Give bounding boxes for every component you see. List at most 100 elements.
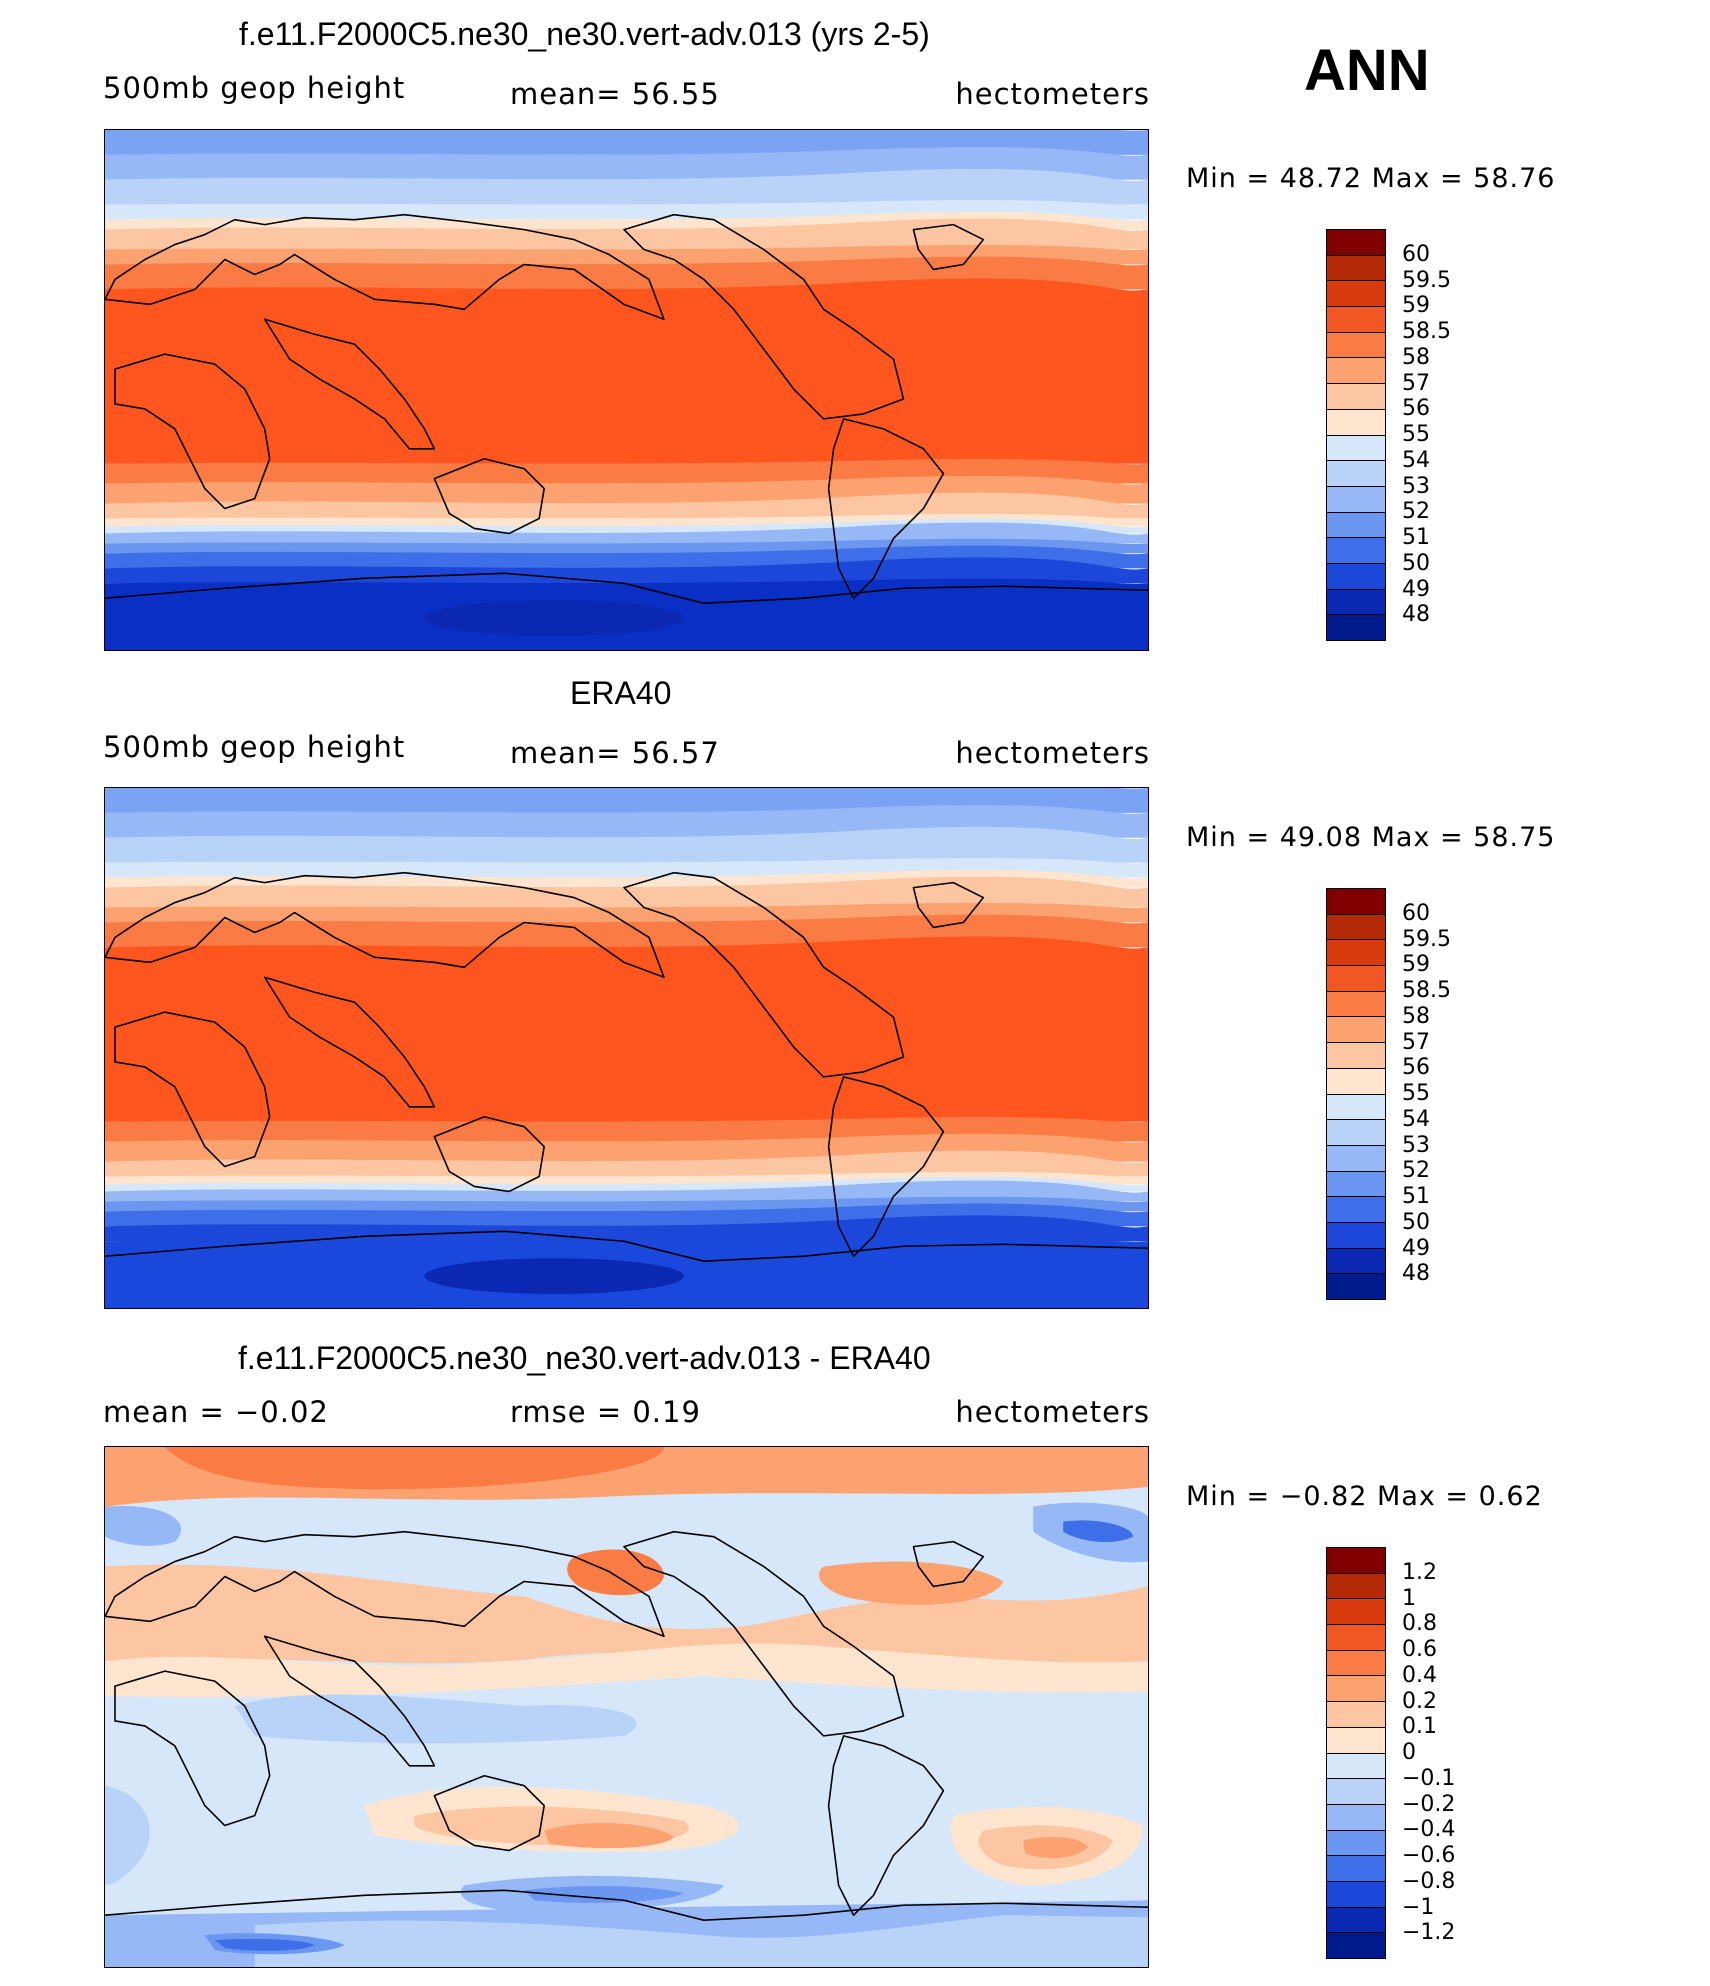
colorbar-label: 54: [1402, 447, 1430, 473]
colorbar-swatch: [1327, 461, 1385, 487]
colorbar-label: 0.2: [1402, 1688, 1437, 1714]
colorbar-label: 52: [1402, 1158, 1430, 1184]
coastline: [433, 1774, 545, 1852]
colorbar-swatch: [1327, 1043, 1385, 1069]
colorbar-label: 0.4: [1402, 1662, 1437, 1688]
colorbar-label: −0.2: [1402, 1791, 1456, 1817]
contour-band: [424, 600, 684, 637]
coastline: [105, 1230, 1148, 1262]
panel-2-colorbar-labels: 60 59.5 59 58.5 58 57 56 55 54 53 52 51 50 49 48: [1402, 888, 1512, 1300]
contour-band: [1023, 1836, 1089, 1859]
panel-1-title: f.e11.F2000C5.ne30_ne30.vert-adv.013 (yr…: [239, 16, 930, 52]
panel-2-title: ERA40: [570, 675, 672, 711]
colorbar-label: 58: [1402, 1003, 1430, 1029]
coastline: [105, 213, 665, 321]
colorbar-label: 60: [1402, 241, 1430, 267]
colorbar-label: 48: [1402, 602, 1430, 628]
panel-1-map: [104, 129, 1149, 651]
colorbar-label: 0.8: [1402, 1611, 1437, 1637]
contour-band: [105, 788, 1148, 813]
colorbar-swatch: [1327, 1145, 1385, 1172]
colorbar-label: 50: [1402, 1209, 1430, 1235]
contour-band: [105, 936, 1148, 1122]
panel-1-units-label: hectometers: [955, 77, 1150, 111]
colorbar-label: 58.5: [1402, 978, 1451, 1003]
coastline: [623, 1530, 905, 1737]
colorbar-swatch: [1327, 1779, 1385, 1805]
contour-band: [105, 522, 1148, 544]
panel-2-map: [104, 787, 1149, 1309]
colorbar-swatch: [1327, 1248, 1385, 1275]
contour-band: [105, 1505, 182, 1546]
coastline: [433, 1115, 545, 1193]
colorbar-swatch: [1327, 332, 1385, 359]
colorbar-label: 49: [1402, 576, 1430, 602]
coastline: [263, 976, 436, 1108]
contour-band: [105, 492, 1148, 519]
coastline: [433, 457, 545, 535]
colorbar-label: 51: [1402, 525, 1430, 550]
coastline: [827, 418, 945, 599]
contour-band: [254, 1915, 1148, 1967]
contour-band: [567, 1549, 664, 1596]
colorbar-label: −0.1: [1402, 1765, 1456, 1791]
colorbar-swatch: [1327, 1120, 1385, 1146]
colorbar-swatch: [1327, 1856, 1385, 1882]
panel-2-units-label: hectometers: [955, 736, 1150, 770]
colorbar-swatch: [1327, 435, 1385, 462]
colorbar-swatch: [1327, 966, 1385, 992]
colorbar-swatch: [1327, 230, 1385, 256]
colorbar-swatch: [1327, 1548, 1385, 1574]
colorbar-label: 52: [1402, 499, 1430, 525]
colorbar-swatch: [1327, 940, 1385, 967]
coastline: [827, 1076, 945, 1257]
colorbar-label: 0.1: [1402, 1714, 1437, 1740]
colorbar-label: 59.5: [1402, 926, 1451, 952]
colorbar-swatch: [1327, 1881, 1385, 1908]
contour-band: [105, 130, 1148, 155]
coastline: [105, 1530, 665, 1638]
colorbar-swatch: [1327, 486, 1385, 513]
colorbar-label: 50: [1402, 550, 1430, 576]
colorbar-label: 56: [1402, 396, 1430, 422]
colorbar-swatch: [1327, 1933, 1385, 1958]
colorbar-swatch: [1327, 1702, 1385, 1728]
colorbar-swatch: [1327, 1753, 1385, 1780]
coastline: [912, 1540, 985, 1588]
panel-2-colorbar: [1326, 888, 1386, 1300]
coastline: [263, 1635, 436, 1767]
contour-band: [105, 1564, 1148, 1679]
colorbar-label: 55: [1402, 422, 1430, 447]
colorbar-label: 54: [1402, 1106, 1430, 1132]
contour-band: [1063, 1520, 1134, 1543]
colorbar-swatch: [1327, 1197, 1385, 1223]
contour-band: [105, 1785, 150, 1886]
colorbar-swatch: [1327, 307, 1385, 333]
panel-2-minmax: Min = 49.08 Max = 58.75: [1186, 822, 1556, 853]
colorbar-label: 56: [1402, 1055, 1430, 1081]
contour-band: [105, 278, 1148, 464]
colorbar-swatch: [1327, 1804, 1385, 1831]
colorbar-label: 55: [1402, 1081, 1430, 1106]
colorbar-swatch: [1327, 358, 1385, 385]
colorbar-label: 58: [1402, 344, 1430, 370]
colorbar-swatch: [1327, 1222, 1385, 1249]
colorbar-swatch: [1327, 1274, 1385, 1299]
panel-1-mean-label: mean= 56.55: [510, 77, 720, 111]
coastline: [827, 1735, 945, 1916]
colorbar-label: −0.6: [1402, 1843, 1456, 1868]
colorbar-label: 0: [1402, 1740, 1416, 1765]
panel-1-variable-label: 500mb geop height: [103, 71, 406, 105]
colorbar-swatch: [1327, 1625, 1385, 1651]
colorbar-label: 60: [1402, 900, 1430, 926]
coastline: [623, 871, 905, 1078]
colorbar-swatch: [1327, 615, 1385, 640]
contour-band: [544, 1823, 674, 1849]
contour-band: [105, 876, 1148, 908]
colorbar-label: 57: [1402, 1029, 1430, 1055]
panel-2-variable-label: 500mb geop height: [103, 730, 406, 764]
contour-band: [164, 1447, 664, 1490]
colorbar-swatch: [1327, 1068, 1385, 1095]
colorbar-label: 59.5: [1402, 267, 1451, 293]
